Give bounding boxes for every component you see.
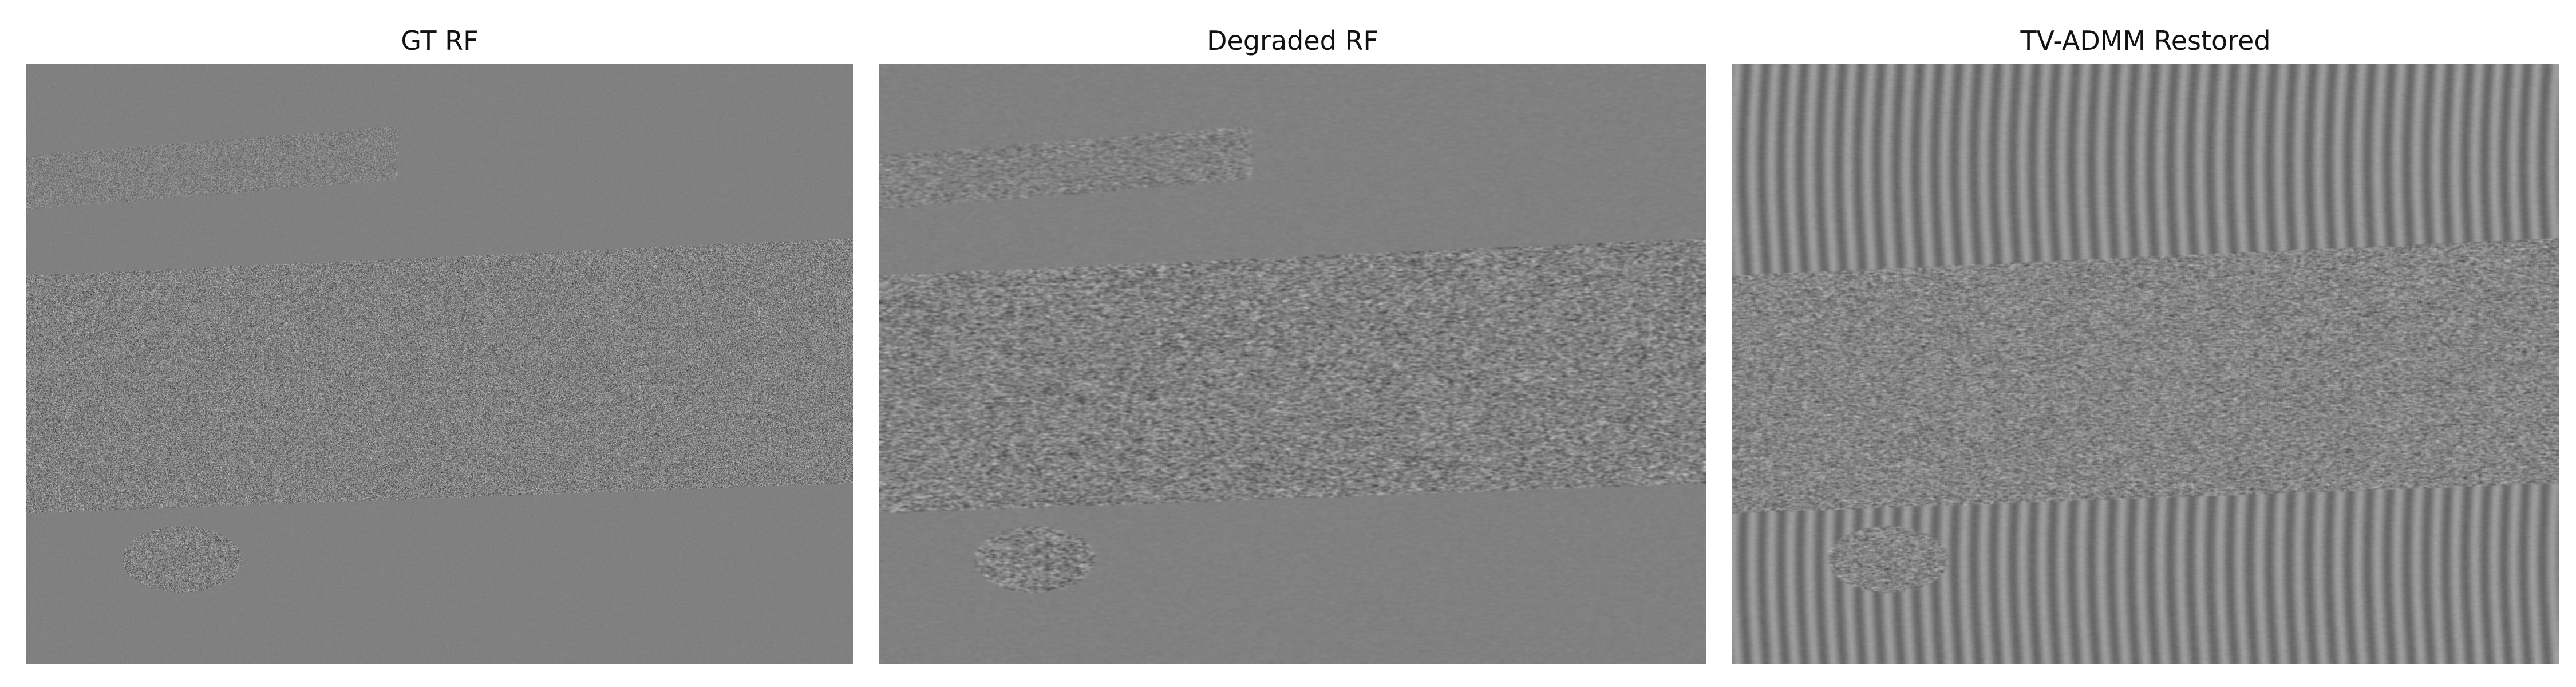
- panel-title-gt-rf: GT RF: [401, 25, 479, 56]
- panel-title-degraded-rf: Degraded RF: [1207, 25, 1378, 56]
- panel-degraded-rf: Degraded RF: [879, 17, 1706, 664]
- gt-rf-image: [26, 64, 853, 664]
- panel-gt-rf: GT RF: [26, 17, 853, 664]
- panel-tv-admm-restored: TV-ADMM Restored: [1732, 17, 2559, 664]
- panel-title-tv-admm-restored: TV-ADMM Restored: [2020, 25, 2271, 56]
- tv-admm-restored-image: [1732, 64, 2559, 664]
- degraded-rf-image: [879, 64, 1706, 664]
